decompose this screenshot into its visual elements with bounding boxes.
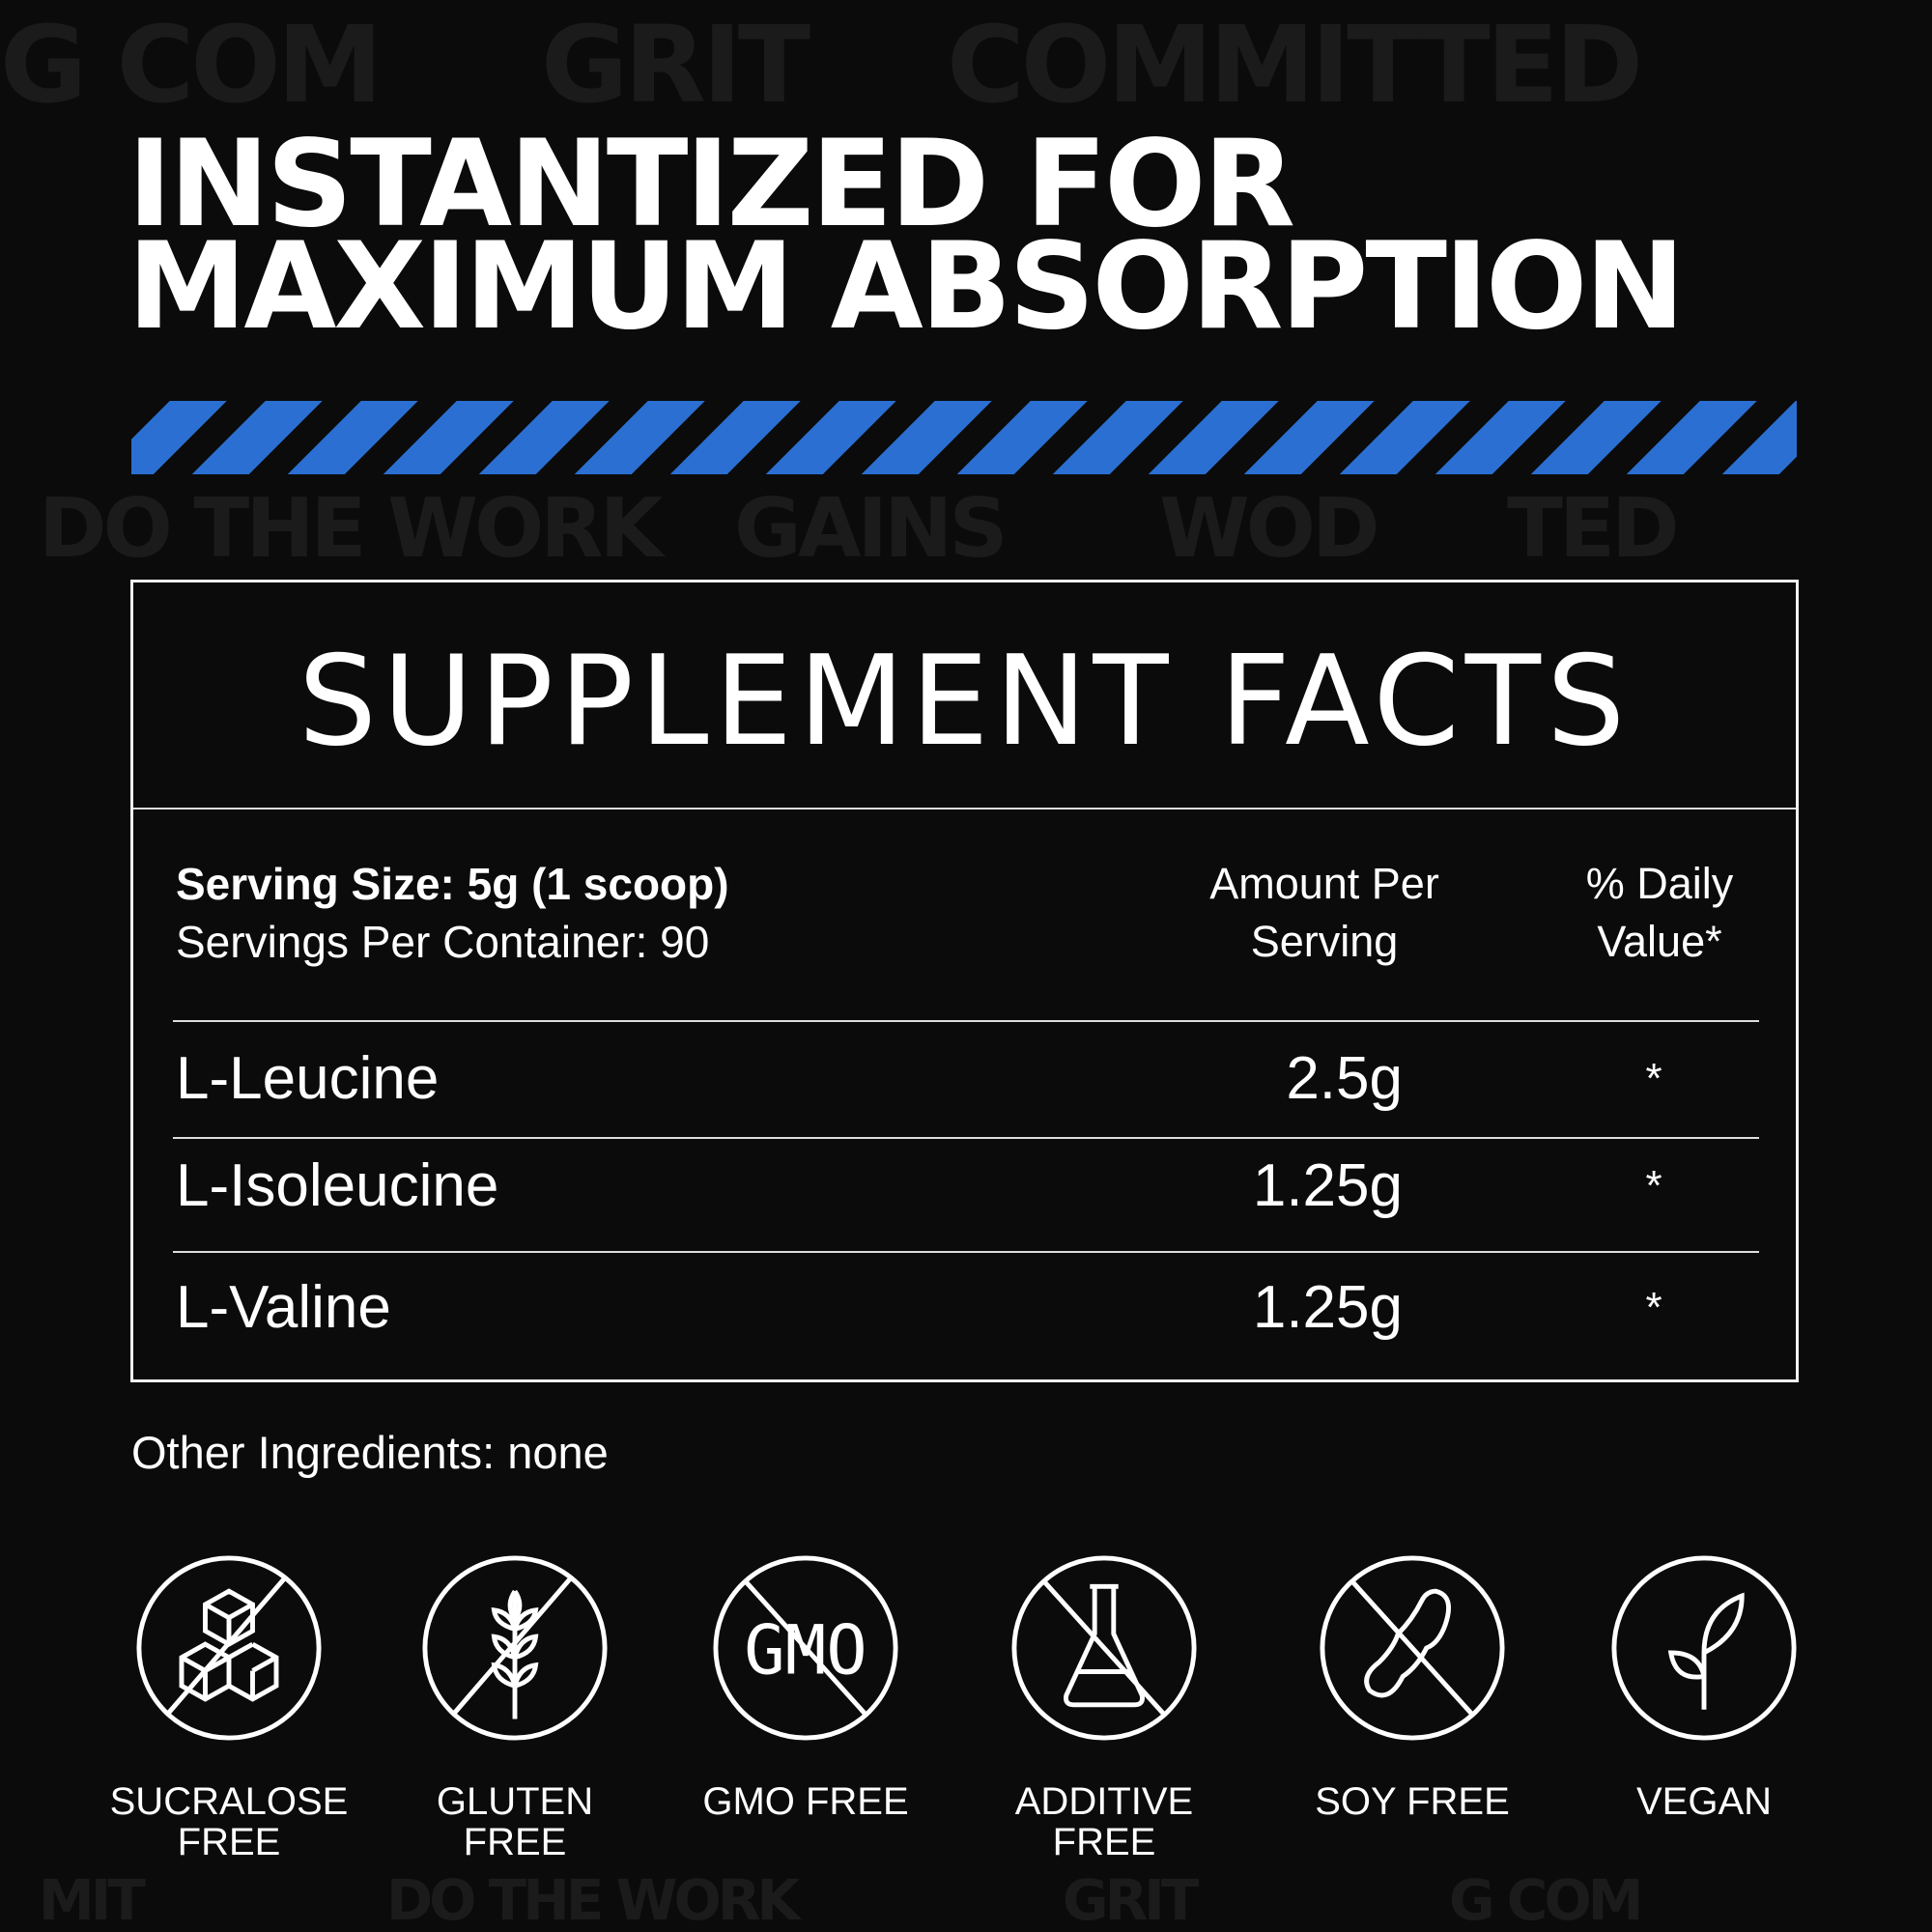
- label-line: GMO FREE: [702, 1780, 909, 1823]
- watermark-word: G COM: [0, 3, 383, 127]
- watermark-word: TED: [1507, 481, 1680, 577]
- label-line: FREE: [1052, 1821, 1156, 1863]
- badge-label: ADDITIVE FREE: [969, 1781, 1239, 1862]
- badge-label: SOY FREE: [1277, 1781, 1548, 1822]
- ingredient-name: L-Valine: [176, 1274, 391, 1341]
- label-line: FREE: [177, 1821, 281, 1863]
- flask-crossed-icon: [1011, 1555, 1197, 1741]
- ingredient-amount: 2.5g: [1286, 1045, 1403, 1112]
- badge-gluten-free: GLUTEN FREE: [380, 1553, 650, 1862]
- serving-info: Serving Size: 5g (1 scoop) Servings Per …: [176, 855, 729, 971]
- header-line: % Daily: [1585, 859, 1734, 908]
- table-row: L-Leucine 2.5g *: [176, 1040, 1760, 1118]
- column-header-amount: Amount Per Serving: [1194, 855, 1455, 971]
- watermark-word: COMMITTED: [947, 3, 1643, 127]
- headline-line-2: MAXIMUM ABSORPTION: [128, 217, 1685, 356]
- label-line: SOY FREE: [1315, 1780, 1510, 1823]
- column-header-daily-value: % Daily Value*: [1534, 855, 1785, 971]
- ingredient-amount: 1.25g: [1252, 1274, 1403, 1341]
- divider: [173, 1137, 1759, 1139]
- watermark-word: GRIT: [541, 3, 810, 127]
- watermark-word: MIT: [39, 1867, 146, 1932]
- gmo-icon-text: GMO: [744, 1610, 867, 1690]
- divider: [173, 1251, 1759, 1253]
- table-row: L-Valine 1.25g *: [176, 1269, 1760, 1347]
- headline: INSTANTIZED FOR MAXIMUM ABSORPTION: [128, 115, 1685, 356]
- daily-value: *: [1645, 1055, 1662, 1102]
- watermark-word: WOD: [1159, 481, 1380, 577]
- badge-label: GLUTEN FREE: [380, 1781, 650, 1862]
- badge-soy-free: SOY FREE: [1277, 1553, 1548, 1822]
- supplement-facts-panel: SUPPLEMENT FACTS Serving Size: 5g (1 sco…: [130, 580, 1799, 1382]
- header-line: Value*: [1597, 917, 1722, 966]
- daily-value: *: [1645, 1162, 1662, 1209]
- label-line: VEGAN: [1635, 1780, 1773, 1823]
- sugar-cubes-crossed-icon: [136, 1555, 322, 1741]
- blue-hazard-stripe: [131, 401, 1797, 474]
- serving-size: Serving Size: 5g (1 scoop): [176, 859, 729, 909]
- soybean-crossed-icon: [1320, 1555, 1505, 1741]
- watermark-word: G COM: [1449, 1867, 1643, 1932]
- badge-label: SUCRALOSE FREE: [94, 1781, 364, 1862]
- panel-title: SUPPLEMENT FACTS: [298, 630, 1632, 774]
- other-ingredients: Other Ingredients: none: [131, 1427, 609, 1478]
- label-line: FREE: [463, 1821, 567, 1863]
- badge-label: GMO FREE: [670, 1781, 941, 1822]
- label-line: GLUTEN: [436, 1780, 594, 1823]
- watermark-word: GRIT: [1063, 1867, 1199, 1932]
- badge-label: VEGAN: [1569, 1781, 1839, 1822]
- servings-per-container: Servings Per Container: 90: [176, 917, 710, 967]
- badge-additive-free: ADDITIVE FREE: [969, 1553, 1239, 1862]
- wheat-crossed-icon: [422, 1555, 608, 1741]
- watermark-word: DO THE WORK: [386, 1867, 800, 1932]
- table-row: L-Isoleucine 1.25g *: [176, 1148, 1760, 1225]
- daily-value: *: [1645, 1284, 1662, 1331]
- ingredient-name: L-Leucine: [176, 1045, 440, 1112]
- divider: [133, 808, 1796, 810]
- ingredient-amount: 1.25g: [1252, 1152, 1403, 1219]
- header-line: Serving: [1250, 917, 1399, 966]
- label-line: SUCRALOSE: [109, 1780, 349, 1823]
- watermark-word: DO THE WORK: [39, 481, 664, 577]
- badge-vegan: VEGAN: [1569, 1553, 1839, 1822]
- label-line: ADDITIVE: [1014, 1780, 1194, 1823]
- ingredient-name: L-Isoleucine: [176, 1152, 499, 1219]
- sprout-icon: [1611, 1555, 1797, 1741]
- divider: [173, 1020, 1759, 1022]
- badge-gmo-free: GMO GMO FREE: [670, 1553, 941, 1822]
- header-line: Amount Per: [1209, 859, 1439, 908]
- headline-line-1: INSTANTIZED FOR: [128, 115, 1295, 254]
- badge-sucralose-free: SUCRALOSE FREE: [94, 1553, 364, 1862]
- gmo-crossed-icon: GMO: [713, 1555, 898, 1741]
- watermark-word: GAINS: [734, 481, 1009, 577]
